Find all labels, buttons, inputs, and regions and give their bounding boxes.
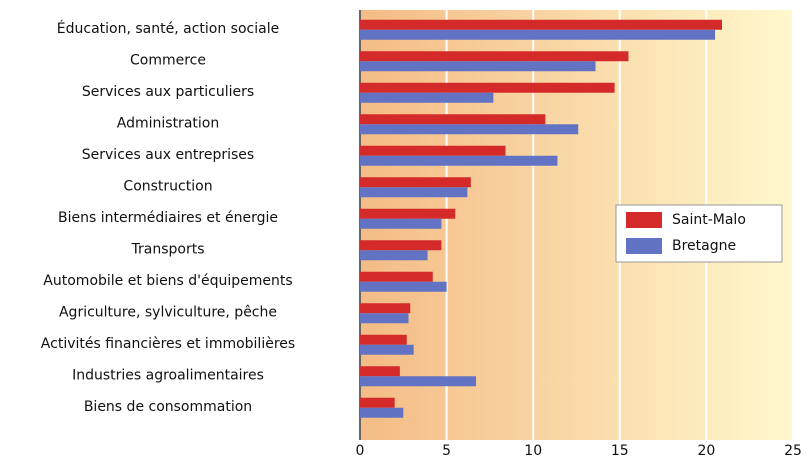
bar [360,271,433,282]
bar [360,344,414,355]
bar [360,29,716,40]
y-tick-label: Biens de consommation [84,399,252,415]
bar [360,208,456,219]
y-tick-label: Automobile et biens d'équipements [43,273,292,289]
bar [360,281,447,292]
bar [360,61,596,72]
y-tick-label: Commerce [130,52,206,68]
y-tick-label: Construction [123,178,212,194]
bar [360,407,404,418]
y-tick-label: Biens intermédiaires et énergie [58,210,278,226]
x-tick-label: 20 [697,443,715,459]
bar [360,240,442,251]
bar [360,187,468,198]
x-tick-label: 10 [524,443,542,459]
legend-label: Bretagne [672,238,736,254]
x-tick-label: 5 [442,443,451,459]
bar [360,92,494,103]
bar [360,51,629,62]
bar [360,82,615,93]
bar [360,303,411,314]
y-tick-label: Administration [117,115,219,131]
bar [360,155,558,166]
bar [360,397,395,408]
y-tick-label: Transports [131,241,205,257]
bar [360,124,579,135]
y-tick-label: Activités financières et immobilières [41,336,295,352]
x-tick-label: 0 [356,443,365,459]
x-tick-label: 15 [611,443,629,459]
y-tick-label: Agriculture, sylviculture, pêche [59,304,277,320]
y-tick-label: Services aux particuliers [82,84,254,100]
legend-swatch [626,238,662,254]
y-tick-label: Services aux entreprises [82,147,254,163]
bar [360,19,722,30]
bar [360,145,506,156]
bar [360,218,442,229]
bar [360,334,407,345]
bar [360,250,428,261]
bar [360,114,546,125]
bar [360,376,477,387]
bar [360,366,400,377]
bar [360,313,409,324]
y-tick-label: Éducation, santé, action sociale [57,20,279,37]
legend-swatch [626,212,662,228]
legend-label: Saint-Malo [672,212,746,228]
x-tick-label: 25 [784,443,802,459]
bar [360,177,471,188]
y-tick-label: Industries agroalimentaires [72,367,264,383]
